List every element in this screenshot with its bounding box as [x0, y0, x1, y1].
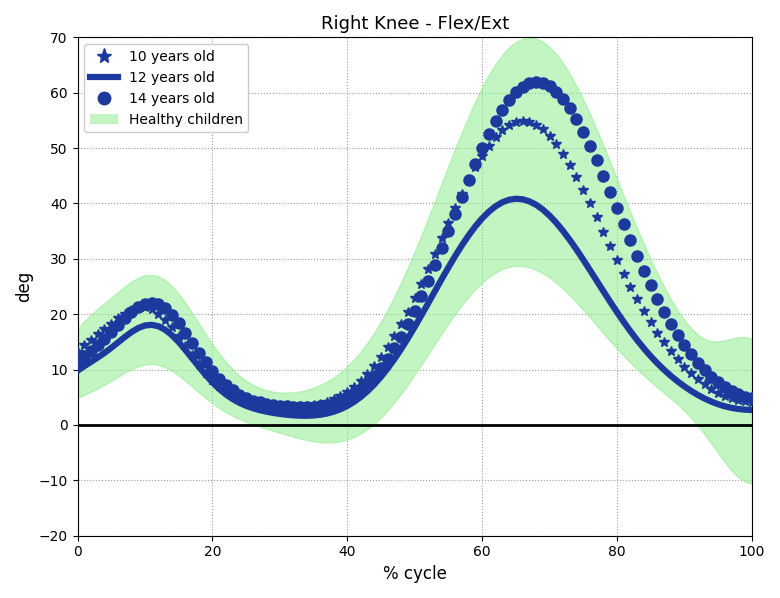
- 12 years old: [511, 195, 520, 202]
- 10 years old: [289, 403, 298, 410]
- 14 years old: [296, 404, 305, 411]
- Y-axis label: deg: deg: [15, 271, 33, 302]
- 12 years old: [242, 402, 251, 410]
- 14 years old: [242, 395, 251, 402]
- 10 years old: [518, 117, 527, 124]
- 14 years old: [531, 78, 541, 86]
- 12 years old: [558, 227, 568, 234]
- Line: 10 years old: 10 years old: [73, 116, 757, 411]
- 10 years old: [558, 150, 568, 157]
- 12 years old: [592, 277, 601, 284]
- 10 years old: [242, 397, 251, 404]
- 10 years old: [592, 213, 601, 221]
- 14 years old: [120, 315, 129, 322]
- 14 years old: [558, 96, 568, 103]
- 12 years old: [302, 412, 311, 419]
- 14 years old: [390, 345, 399, 352]
- 10 years old: [120, 310, 129, 318]
- 14 years old: [73, 359, 82, 366]
- Legend: 10 years old, 12 years old, 14 years old, Healthy children: 10 years old, 12 years old, 14 years old…: [84, 44, 249, 132]
- 12 years old: [390, 355, 399, 362]
- 10 years old: [73, 348, 82, 355]
- Line: 12 years old: 12 years old: [77, 199, 752, 416]
- 10 years old: [390, 333, 399, 340]
- X-axis label: % cycle: % cycle: [383, 565, 447, 583]
- 10 years old: [747, 399, 757, 406]
- Line: 14 years old: 14 years old: [72, 77, 757, 413]
- 10 years old: [484, 142, 494, 150]
- 12 years old: [484, 208, 494, 215]
- 14 years old: [747, 395, 757, 402]
- 12 years old: [120, 334, 129, 341]
- 14 years old: [484, 130, 494, 138]
- Title: Right Knee - Flex/Ext: Right Knee - Flex/Ext: [321, 15, 509, 33]
- 12 years old: [747, 407, 757, 414]
- 12 years old: [73, 367, 82, 374]
- 14 years old: [592, 157, 601, 164]
